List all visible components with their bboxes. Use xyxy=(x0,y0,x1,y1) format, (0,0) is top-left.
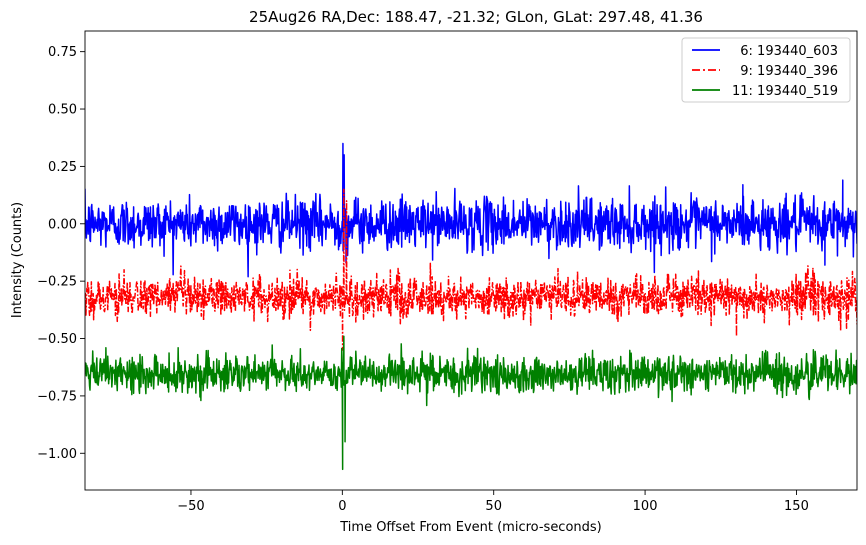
y-tick-label: 0.50 xyxy=(48,103,77,118)
y-tick-label: 0.75 xyxy=(48,45,77,60)
axis-ticks: −50 0 50 100 150 0.75 0.50 0.25 0.00 −0.25 −0.50 −0… xyxy=(37,45,809,514)
x-tick-label: −50 xyxy=(177,499,204,514)
legend-label-2: 9: 193440_396 xyxy=(732,64,838,79)
legend-label-1: 6: 193440_603 xyxy=(732,44,838,59)
y-tick-label: −0.75 xyxy=(37,389,77,404)
series-line-2 xyxy=(85,188,857,351)
y-tick-label: −0.50 xyxy=(37,332,77,347)
chart-title: 25Aug26 RA,Dec: 188.47, -21.32; GLon, GL… xyxy=(249,8,703,26)
y-axis-label: Intensity (Counts) xyxy=(10,202,25,318)
x-tick-label: 0 xyxy=(338,499,346,514)
y-tick-label: −0.25 xyxy=(37,275,77,290)
x-axis-label: Time Offset From Event (micro-seconds) xyxy=(339,520,602,535)
series-line-1 xyxy=(85,142,857,278)
x-tick-label: 50 xyxy=(485,499,502,514)
x-tick-label: 150 xyxy=(784,499,809,514)
series-line-3 xyxy=(85,335,857,471)
y-tick-label: 0.25 xyxy=(48,160,77,175)
series-layer xyxy=(85,142,857,471)
y-tick-label: 0.00 xyxy=(48,217,77,232)
legend-label-3: 11: 193440_519 xyxy=(732,84,838,99)
x-tick-label: 100 xyxy=(633,499,658,514)
legend-frame xyxy=(681,37,851,103)
plot-frame xyxy=(84,30,858,491)
y-tick-label: −1.00 xyxy=(37,447,77,462)
legend: 6: 193440_603 9: 193440_396 11: 193440_5… xyxy=(681,37,851,103)
